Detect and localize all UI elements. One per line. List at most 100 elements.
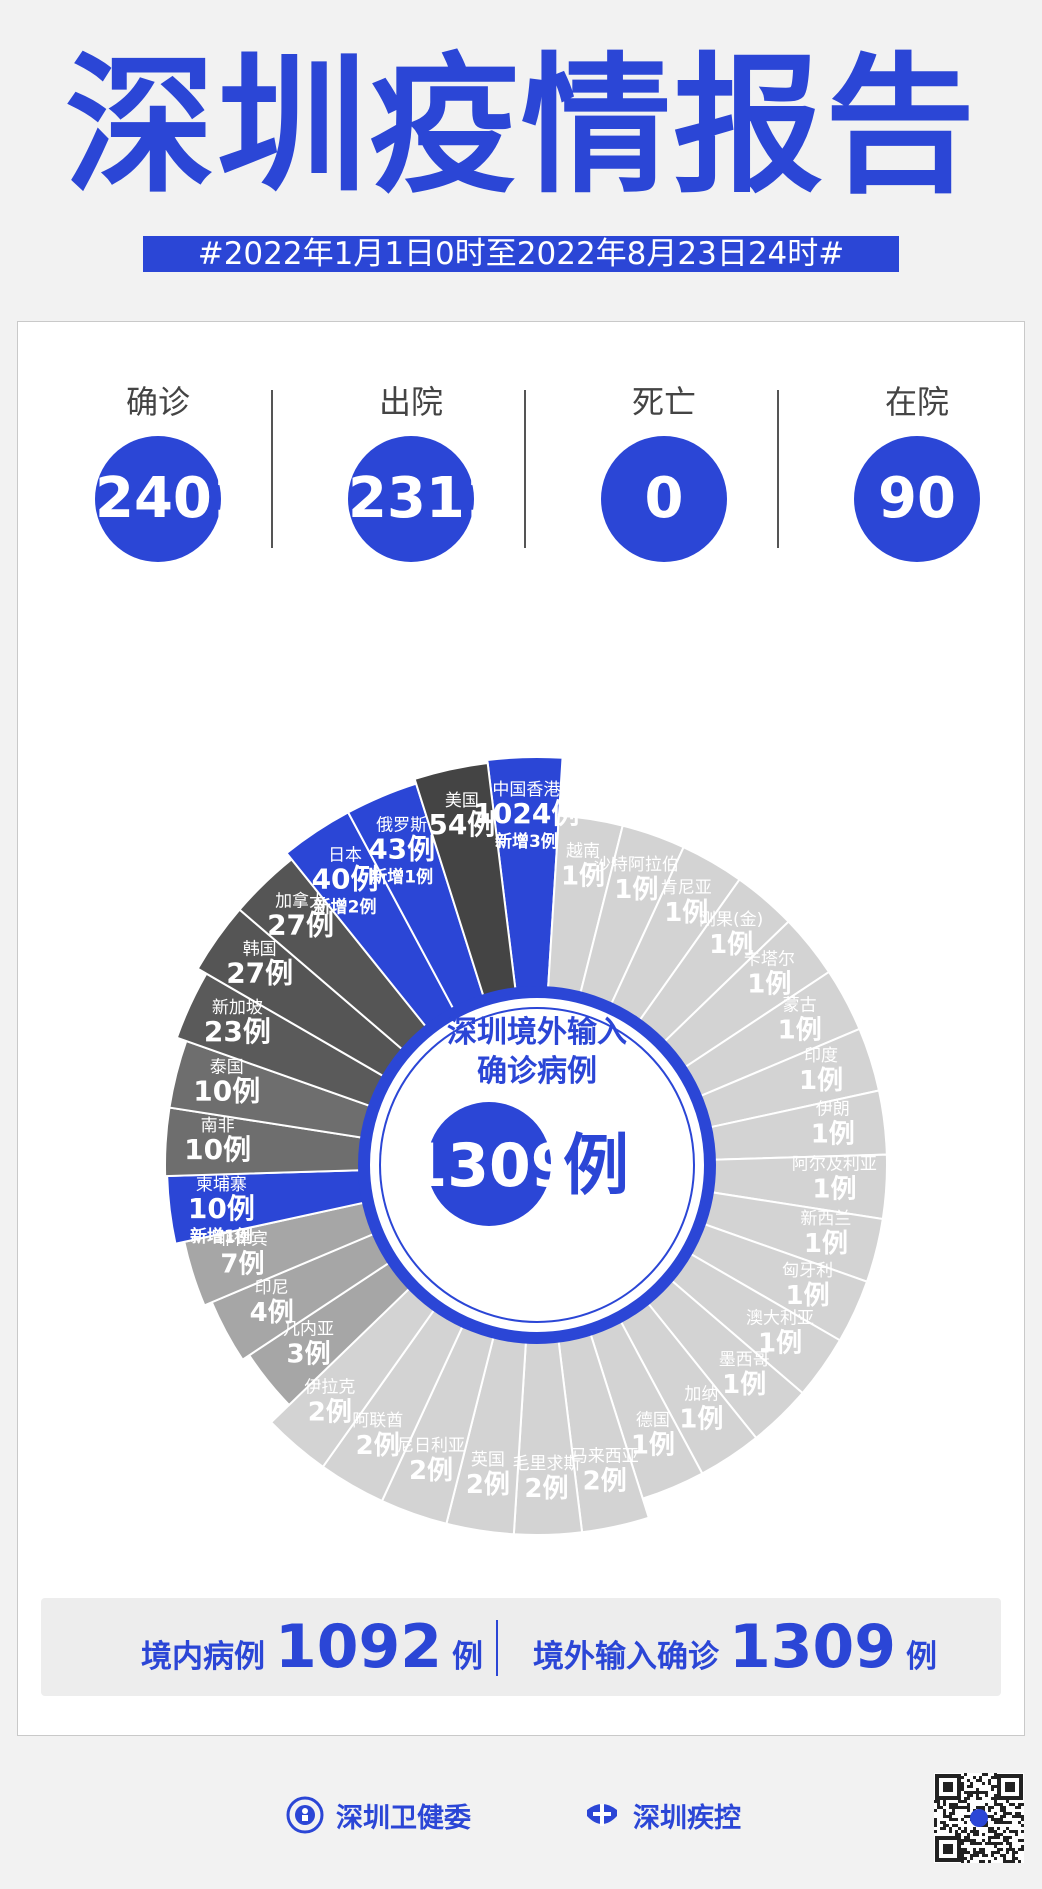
slice-label-value: 1例 <box>786 1281 830 1311</box>
qr-module <box>964 1806 967 1809</box>
domestic-summary: 境内病例 1092 例 <box>141 1598 483 1696</box>
slice-label-value: 1例 <box>679 1405 723 1435</box>
qr-module <box>973 1842 976 1845</box>
qr-module <box>976 1854 979 1857</box>
qr-module <box>1009 1830 1012 1833</box>
qr-module <box>994 1851 997 1854</box>
qr-module <box>973 1830 976 1833</box>
stat-confirmed: 确诊 2401 <box>68 382 251 562</box>
qr-module <box>1021 1839 1024 1842</box>
slice-label-value: 1例 <box>614 875 658 905</box>
qr-module <box>970 1857 973 1860</box>
footer-org2-label: 深圳疾控 <box>633 1802 741 1834</box>
qr-code[interactable] <box>934 1773 1024 1863</box>
qr-module <box>952 1809 955 1812</box>
qr-module <box>991 1806 994 1809</box>
qr-module <box>967 1806 970 1809</box>
qr-module <box>994 1776 997 1779</box>
qr-module <box>1015 1857 1018 1860</box>
slice-label-name: 澳大利亚 <box>746 1308 814 1328</box>
qr-module <box>1000 1806 1003 1809</box>
stat-label: 确诊 <box>125 383 190 421</box>
slice-label-name: 匈牙利 <box>782 1261 833 1281</box>
qr-module <box>964 1839 967 1842</box>
qr-module <box>1006 1821 1009 1824</box>
qr-module <box>994 1800 997 1803</box>
qr-module <box>949 1818 952 1821</box>
qr-module <box>991 1815 994 1818</box>
slice-label-name: 韩国 <box>243 939 277 959</box>
qr-module <box>958 1806 961 1809</box>
slice-label-name: 印度 <box>804 1046 838 1066</box>
slice-label-value: 1例 <box>811 1120 855 1150</box>
qr-module <box>943 1800 946 1803</box>
qr-module <box>1018 1860 1021 1863</box>
divider <box>524 390 526 548</box>
slice-label-name: 伊拉克 <box>304 1377 355 1397</box>
qr-module <box>991 1842 994 1845</box>
qr-module <box>979 1860 982 1863</box>
qr-module <box>994 1797 997 1800</box>
qr-module <box>970 1782 973 1785</box>
qr-module <box>964 1815 967 1818</box>
qr-module <box>988 1782 991 1785</box>
slice-label-value: 23例 <box>204 1015 271 1048</box>
stat-hospitalized: 在院 90 <box>827 382 1007 562</box>
slice-label-name: 泰国 <box>210 1058 244 1078</box>
qr-module <box>967 1815 970 1818</box>
slice-label-new: 新增1例 <box>190 1226 253 1247</box>
slice-label-value: 1例 <box>722 1370 766 1400</box>
qr-module <box>967 1833 970 1836</box>
qr-module <box>940 1821 943 1824</box>
qr-module <box>1009 1860 1012 1863</box>
qr-module <box>985 1824 988 1827</box>
qr-module <box>955 1830 958 1833</box>
slice-label-value: 1例 <box>812 1175 856 1205</box>
qr-module <box>961 1830 964 1833</box>
qr-module <box>943 1812 946 1815</box>
slice-label-name: 尼日利亚 <box>397 1436 465 1456</box>
qr-module <box>943 1815 946 1818</box>
qr-module <box>958 1827 961 1830</box>
slice-label-value: 1例 <box>804 1229 848 1259</box>
slice-label-name: 美国 <box>445 791 479 811</box>
qr-module <box>991 1776 994 1779</box>
qr-module <box>934 1821 937 1824</box>
qr-module <box>967 1851 970 1854</box>
slice-label-name: 卡塔尔 <box>744 949 795 969</box>
qr-module <box>1003 1812 1006 1815</box>
qr-module <box>952 1806 955 1809</box>
qr-module <box>973 1848 976 1851</box>
qr-module <box>1015 1806 1018 1809</box>
slice-label-name: 新加坡 <box>212 998 263 1018</box>
qr-module <box>1009 1845 1012 1848</box>
qr-module <box>997 1851 1000 1854</box>
qr-module <box>979 1842 982 1845</box>
domestic-value: 1092 <box>275 1612 442 1682</box>
qr-module <box>1012 1803 1015 1806</box>
qr-module <box>964 1797 967 1800</box>
qr-module <box>997 1803 1000 1806</box>
qr-module <box>964 1827 967 1830</box>
qr-module <box>943 1827 946 1830</box>
imported-value: 1309 <box>729 1612 896 1682</box>
qr-module <box>1006 1860 1009 1863</box>
qr-module <box>997 1848 1000 1851</box>
qr-module <box>949 1815 952 1818</box>
qr-module <box>1018 1839 1021 1842</box>
slice-label-name: 刚果(金) <box>699 910 763 930</box>
qr-module <box>934 1824 937 1827</box>
qr-module <box>967 1839 970 1842</box>
qr-module <box>967 1860 970 1863</box>
summary-divider <box>496 1620 498 1676</box>
qr-module <box>976 1791 979 1794</box>
qr-module <box>1006 1827 1009 1830</box>
qr-module <box>934 1809 937 1812</box>
qr-module <box>955 1806 958 1809</box>
qr-module <box>985 1803 988 1806</box>
slice-label-new: 新增3例 <box>495 831 558 852</box>
qr-module <box>952 1812 955 1815</box>
qr-module <box>937 1803 940 1806</box>
qr-module <box>949 1806 952 1809</box>
qr-module <box>970 1854 973 1857</box>
